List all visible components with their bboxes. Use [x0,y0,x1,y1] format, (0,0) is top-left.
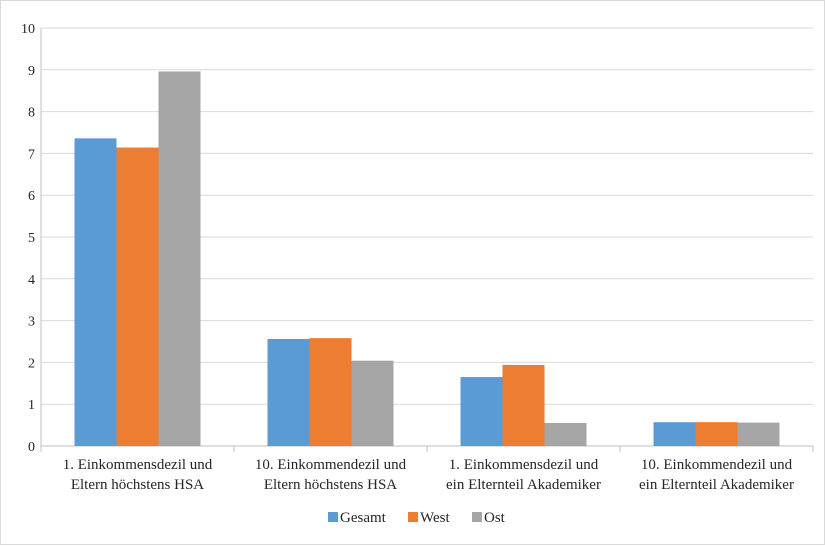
x-category-label-line: 10. Einkommendezil und [641,457,793,473]
legend-swatch-west [408,512,418,522]
bar-west [309,338,352,446]
bar-west [116,147,159,446]
x-category-label-line: ein Elternteil Akademiker [446,477,601,493]
x-category-label: 10. Einkommendezil und Eltern höchstens H… [255,457,407,493]
y-tick-label: 4 [28,273,35,288]
bar-ost [544,423,587,446]
y-tick-label: 10 [21,22,35,37]
x-category-label: 1. Einkommensdezil und ein Elternteil Aka… [446,457,601,493]
bar-west [695,422,738,446]
y-tick-label: 7 [28,147,35,162]
y-tick-label: 9 [28,64,35,79]
x-category-label: 1. Einkommensdezil und Eltern höchstens H… [63,457,213,493]
bar-ost [737,422,780,446]
bar-ost [158,71,201,447]
bar-gesamt [460,377,503,446]
y-tick-label: 8 [28,106,35,121]
y-tick-label: 2 [28,356,35,371]
bar-gesamt [267,338,310,446]
bar-ost [351,360,394,446]
x-category-label-line: ein Elternteil Akademiker [639,477,794,493]
legend-swatch-ost [472,512,482,522]
bar-gesamt [653,422,696,446]
y-tick-label: 0 [28,440,35,455]
x-category-label-line: 1. Einkommensdezil und [63,457,213,473]
x-category-label-line: Eltern höchstens HSA [71,477,204,493]
x-category-label: 10. Einkommendezil und ein Elternteil Aka… [639,457,794,493]
legend-swatch-gesamt [328,512,338,522]
x-category-label-line: 1. Einkommensdezil und [449,457,599,473]
y-tick-label: 1 [28,398,35,413]
y-tick-label: 3 [28,315,35,330]
x-category-label-line: 10. Einkommendezil und [255,457,407,473]
y-tick-label: 6 [28,189,35,204]
bar-west [502,364,545,446]
legend-label-west: West [420,510,450,526]
y-tick-label: 5 [28,231,35,246]
legend-label-gesamt: Gesamt [340,510,387,526]
legend-label-ost: Ost [484,510,506,526]
x-category-label-line: Eltern höchstens HSA [264,477,397,493]
bar-gesamt [74,138,117,447]
